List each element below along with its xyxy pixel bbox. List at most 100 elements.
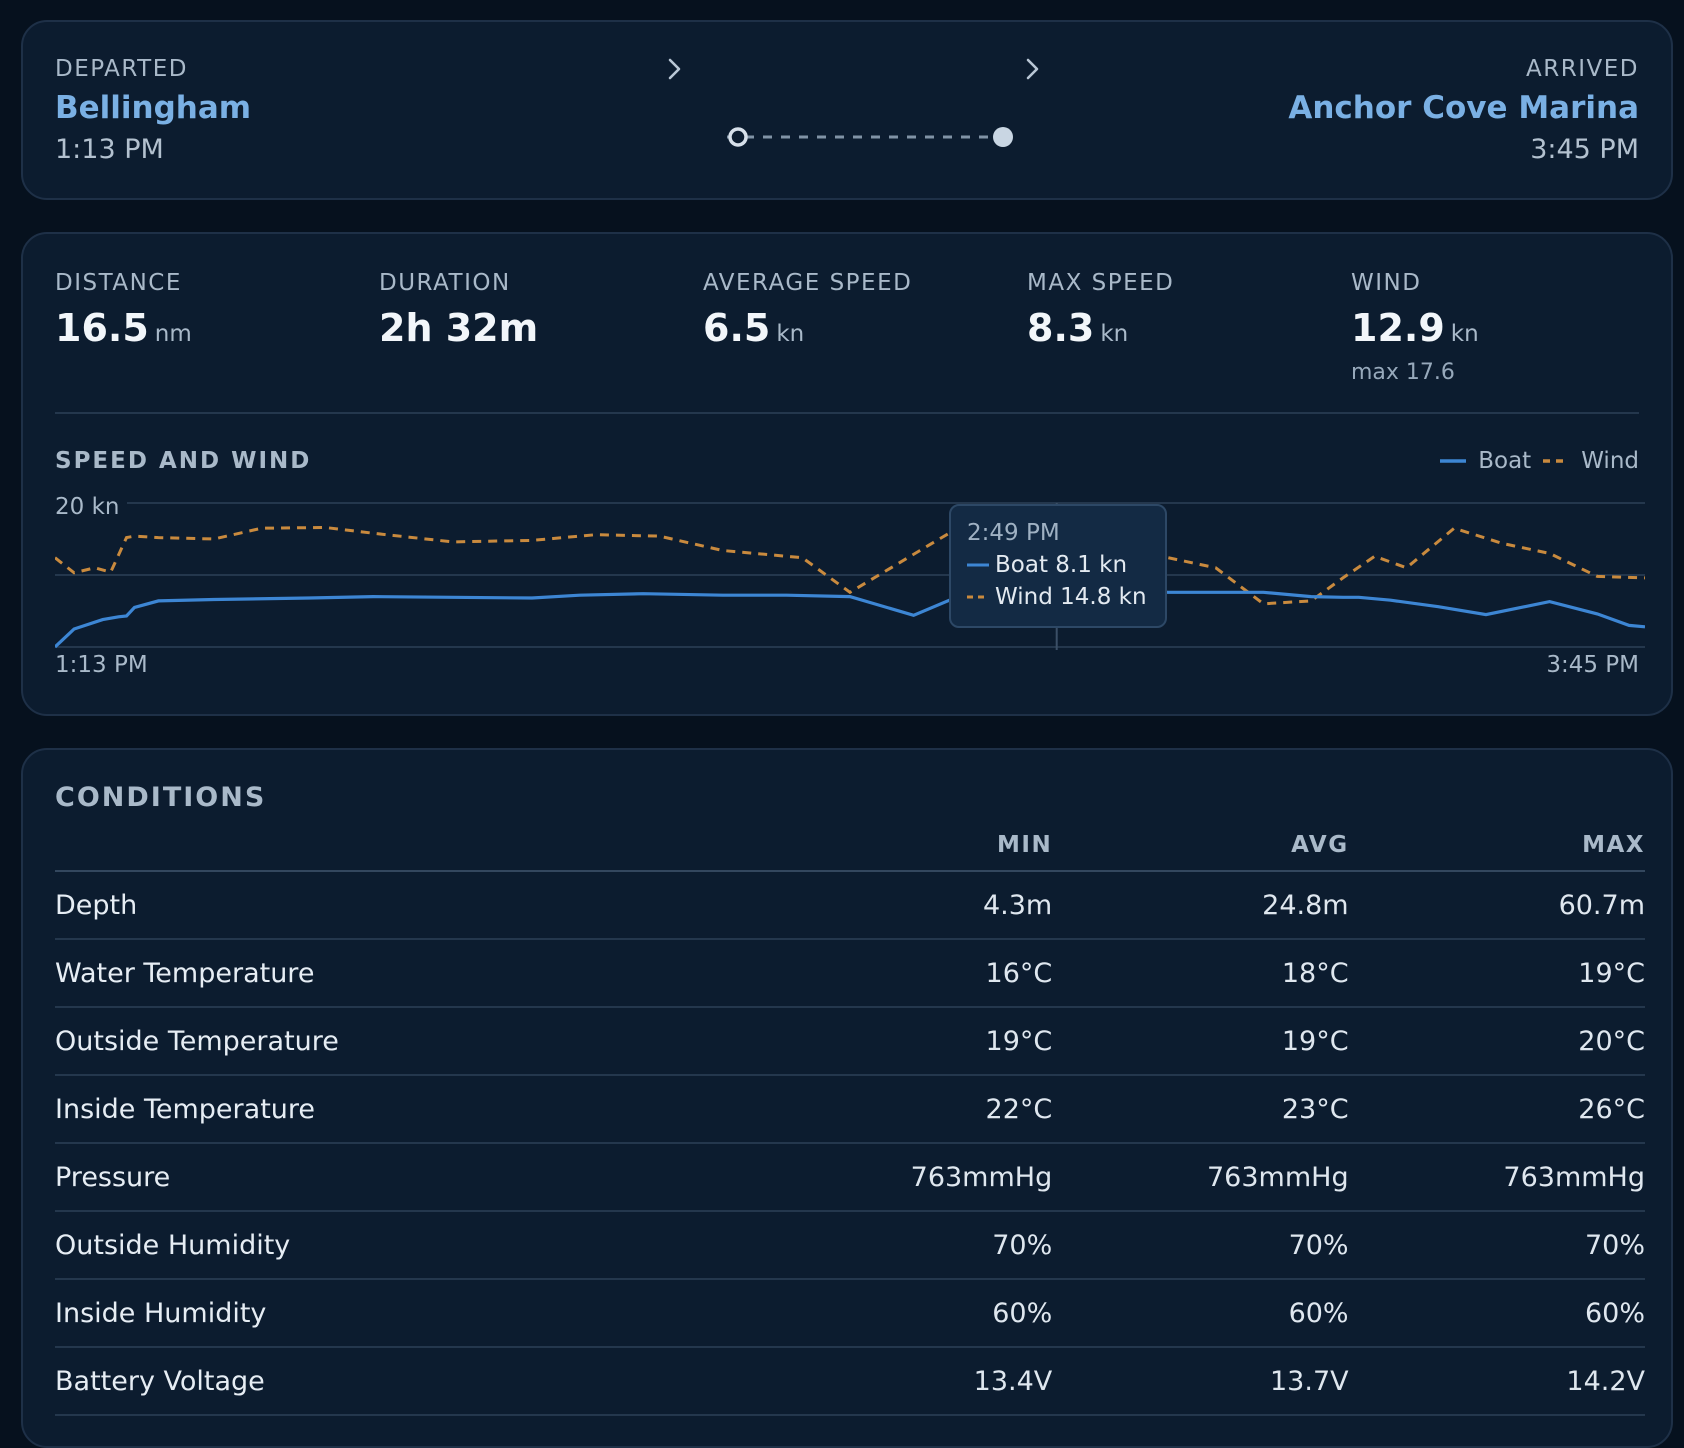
header-max[interactable]: MAX	[1348, 832, 1645, 872]
stat-value: 6.5	[703, 306, 771, 350]
row-name: Pressure	[55, 1143, 756, 1212]
route-card: DEPARTED Bellingham 1:13 PM ARRIVED Anch…	[21, 20, 1673, 200]
arrived-label: ARRIVED	[1526, 56, 1639, 82]
x-axis-start-label: 1:13 PM	[55, 652, 148, 678]
table-row: Inside Humidity 60% 60% 60%	[55, 1279, 1645, 1348]
row-name: Outside Humidity	[55, 1211, 756, 1280]
table-row: Battery Voltage 13.4V 13.7V 14.2V	[55, 1347, 1645, 1416]
departed-place[interactable]: Bellingham	[55, 90, 252, 126]
row-min: 16°C	[755, 939, 1053, 1008]
stat-distance: DISTANCE 16.5 nm	[55, 270, 192, 350]
conditions-card: CONDITIONS MIN AVG MAX Depth 4.3m 24.8m …	[21, 748, 1673, 1448]
tooltip-boat-value: Boat 8.1 kn	[995, 552, 1128, 578]
table-row: Pressure 763mmHg 763mmHg 763mmHg	[55, 1143, 1645, 1212]
route-end-icon	[993, 127, 1013, 147]
row-min: 60%	[755, 1279, 1053, 1348]
stats-row: DISTANCE 16.5 nm DURATION 2h 32m AVERAGE …	[55, 270, 1645, 390]
conditions-table: MIN AVG MAX Depth 4.3m 24.8m 60.7m Water…	[55, 832, 1645, 1416]
x-axis-end-label: 3:45 PM	[1546, 652, 1639, 678]
stat-label: DISTANCE	[55, 270, 182, 296]
tooltip-wind: Wind 14.8 kn	[967, 584, 1149, 610]
row-max: 20°C	[1348, 1007, 1645, 1076]
row-max: 14.2V	[1348, 1347, 1645, 1416]
header-avg[interactable]: AVG	[1052, 832, 1349, 872]
row-min: 4.3m	[755, 871, 1053, 940]
row-max: 19°C	[1348, 939, 1645, 1008]
boat-line	[55, 587, 1645, 649]
stat-duration: DURATION 2h 32m	[379, 270, 538, 350]
trip-stats-card: DISTANCE 16.5 nm DURATION 2h 32m AVERAGE …	[21, 232, 1673, 716]
header-name	[55, 832, 756, 872]
row-name: Battery Voltage	[55, 1347, 756, 1416]
stat-unit: nm	[154, 321, 192, 347]
row-min: 70%	[755, 1211, 1053, 1280]
legend-boat-swatch	[1440, 459, 1467, 463]
row-avg: 23°C	[1052, 1075, 1349, 1144]
row-min: 763mmHg	[755, 1143, 1053, 1212]
conditions-title: CONDITIONS	[55, 782, 267, 813]
row-avg: 24.8m	[1052, 871, 1349, 940]
speed-wind-chart[interactable]: 20 kn	[55, 482, 1645, 652]
tooltip-time: 2:49 PM	[967, 520, 1060, 546]
tooltip-boat-swatch	[967, 563, 989, 567]
tooltip-boat: Boat 8.1 kn	[967, 552, 1149, 578]
legend-wind-swatch	[1543, 459, 1570, 463]
table-row: Inside Temperature 22°C 23°C 26°C	[55, 1075, 1645, 1144]
row-name: Depth	[55, 871, 756, 940]
row-name: Inside Humidity	[55, 1279, 756, 1348]
row-name: Outside Temperature	[55, 1007, 756, 1076]
row-avg: 70%	[1052, 1211, 1349, 1280]
legend-wind-label: Wind	[1581, 448, 1639, 474]
table-header-row: MIN AVG MAX	[55, 832, 1645, 872]
arrived-place[interactable]: Anchor Cove Marina	[1288, 90, 1639, 126]
row-max: 70%	[1348, 1211, 1645, 1280]
chart-tooltip: 2:49 PM Boat 8.1 kn Wind 14.8 kn	[949, 504, 1167, 628]
arrived-time: 3:45 PM	[1530, 134, 1639, 165]
row-min: 19°C	[755, 1007, 1053, 1076]
row-max: 60.7m	[1348, 871, 1645, 940]
row-name: Inside Temperature	[55, 1075, 756, 1144]
stat-label: MAX SPEED	[1027, 270, 1175, 296]
row-avg: 60%	[1052, 1279, 1349, 1348]
route-line	[727, 127, 1013, 147]
stat-value: 8.3	[1027, 306, 1095, 350]
chevron-right-icon[interactable]	[1021, 54, 1045, 84]
table-row: Water Temperature 16°C 18°C 19°C	[55, 939, 1645, 1008]
chart-legend: Boat Wind	[1440, 448, 1639, 474]
divider	[55, 412, 1639, 414]
stat-wind: WIND 12.9 kn max 17.6	[1351, 270, 1479, 385]
y-top-label: 20 kn	[55, 494, 119, 520]
stat-value: 12.9	[1351, 306, 1445, 350]
stat-unit: kn	[776, 321, 805, 347]
stat-average-speed: AVERAGE SPEED 6.5 kn	[703, 270, 912, 350]
table-row: Outside Temperature 19°C 19°C 20°C	[55, 1007, 1645, 1076]
departed-label: DEPARTED	[55, 56, 188, 82]
stat-max-speed: MAX SPEED 8.3 kn	[1027, 270, 1174, 350]
stat-value: 16.5	[55, 306, 149, 350]
stat-label: DURATION	[379, 270, 511, 296]
stat-label: WIND	[1351, 270, 1422, 296]
stat-unit: kn	[1100, 321, 1129, 347]
row-max: 26°C	[1348, 1075, 1645, 1144]
departure: DEPARTED Bellingham 1:13 PM	[55, 56, 251, 165]
row-name: Water Temperature	[55, 939, 756, 1008]
row-avg: 13.7V	[1052, 1347, 1349, 1416]
stat-wind-max: max 17.6	[1351, 360, 1455, 385]
row-max: 763mmHg	[1348, 1143, 1645, 1212]
row-max: 60%	[1348, 1279, 1645, 1348]
stat-unit: kn	[1450, 321, 1479, 347]
table-row: Outside Humidity 70% 70% 70%	[55, 1211, 1645, 1280]
legend-boat-label: Boat	[1478, 448, 1532, 474]
chart-title: SPEED AND WIND	[55, 448, 312, 474]
route-start-icon	[728, 127, 748, 147]
table-row: Depth 4.3m 24.8m 60.7m	[55, 871, 1645, 940]
departed-time: 1:13 PM	[55, 134, 164, 165]
chevron-right-icon[interactable]	[663, 54, 687, 84]
row-avg: 19°C	[1052, 1007, 1349, 1076]
arrival: ARRIVED Anchor Cove Marina 3:45 PM	[1288, 56, 1639, 165]
tooltip-wind-swatch	[967, 595, 989, 599]
row-avg: 763mmHg	[1052, 1143, 1349, 1212]
header-min[interactable]: MIN	[755, 832, 1053, 872]
row-min: 13.4V	[755, 1347, 1053, 1416]
wind-line	[55, 524, 1645, 606]
